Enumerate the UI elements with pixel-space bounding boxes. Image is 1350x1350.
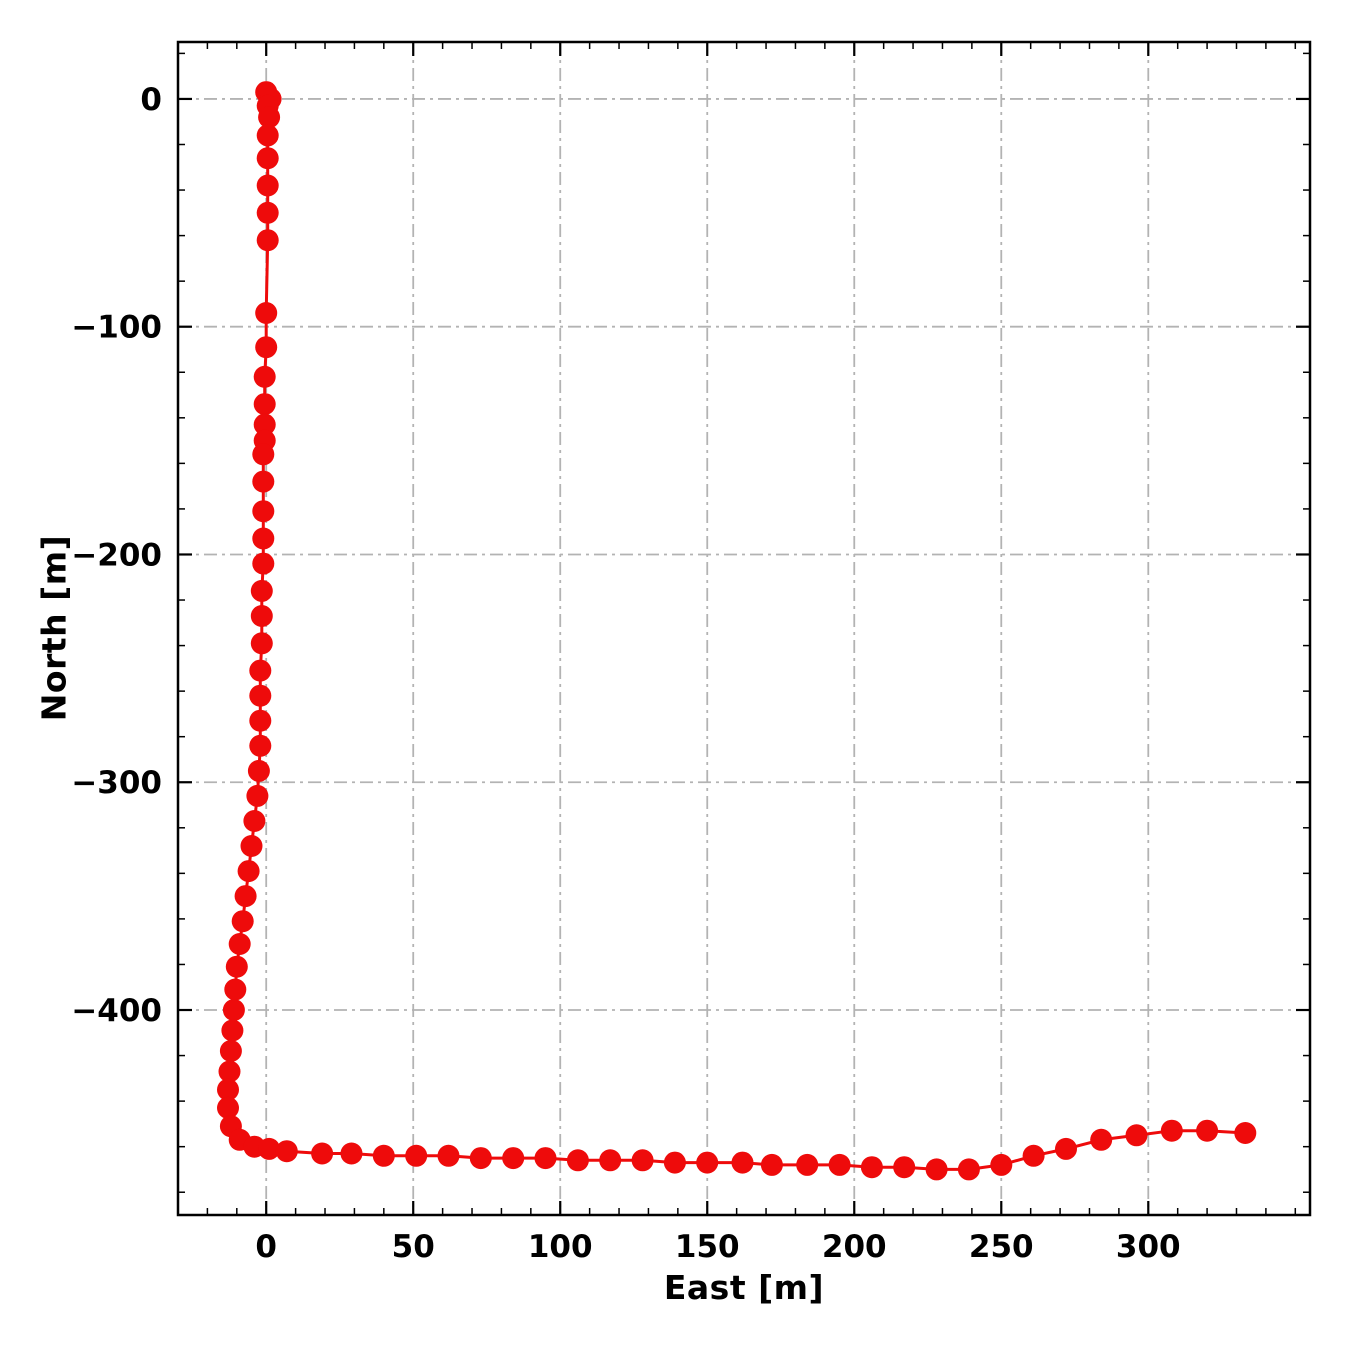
y-tick-label: −300 bbox=[71, 765, 162, 801]
trajectory-point bbox=[253, 393, 276, 416]
trajectory-point bbox=[631, 1149, 654, 1172]
trajectory-point bbox=[796, 1153, 819, 1176]
x-tick-label: 150 bbox=[675, 1229, 740, 1265]
trajectory-point bbox=[663, 1151, 686, 1174]
trajectory-point bbox=[252, 443, 275, 466]
trajectory-point bbox=[925, 1158, 948, 1181]
trajectory-point bbox=[219, 1040, 242, 1062]
trajectory-point bbox=[234, 885, 257, 908]
trajectory-point bbox=[1234, 1122, 1257, 1144]
trajectory-point bbox=[225, 955, 248, 978]
trajectory-point bbox=[249, 709, 272, 732]
trajectory-point bbox=[252, 500, 275, 523]
x-tick-label: 100 bbox=[528, 1229, 593, 1265]
x-tick-label: 50 bbox=[392, 1229, 435, 1265]
trajectory-point bbox=[217, 1096, 239, 1119]
x-tick-label: 200 bbox=[822, 1229, 887, 1265]
trajectory-point bbox=[246, 784, 269, 807]
trajectory-point bbox=[469, 1147, 492, 1170]
trajectory-line bbox=[226, 90, 1247, 1171]
trajectory-point bbox=[534, 1147, 557, 1170]
trajectory-point bbox=[502, 1147, 525, 1170]
trajectory-point bbox=[228, 933, 251, 955]
x-tick-label: 300 bbox=[1116, 1229, 1181, 1265]
trajectory-point bbox=[990, 1153, 1013, 1176]
trajectory-point bbox=[252, 552, 275, 575]
trajectory-point bbox=[599, 1149, 622, 1172]
trajectory-point bbox=[256, 147, 279, 170]
trajectory-point bbox=[255, 336, 278, 359]
x-tick-label: 0 bbox=[255, 1229, 277, 1265]
trajectory-point bbox=[957, 1158, 980, 1181]
y-tick-label: −200 bbox=[71, 537, 162, 573]
trajectory-point bbox=[696, 1151, 719, 1174]
trajectory-point bbox=[256, 174, 279, 197]
x-tick-label: 250 bbox=[969, 1229, 1034, 1265]
trajectory-point bbox=[1090, 1128, 1113, 1151]
trajectory-point bbox=[340, 1142, 363, 1165]
trajectory-point bbox=[893, 1156, 916, 1179]
y-tick-label: −100 bbox=[71, 310, 162, 346]
trajectory-point bbox=[253, 413, 276, 436]
trajectory-point bbox=[275, 1140, 298, 1163]
trajectory-point bbox=[566, 1149, 589, 1172]
trajectory-point bbox=[1196, 1119, 1219, 1142]
trajectory-point bbox=[860, 1156, 883, 1179]
trajectory-point bbox=[231, 910, 254, 933]
trajectory-point bbox=[256, 229, 279, 252]
trajectory-point bbox=[437, 1144, 460, 1167]
trajectory-point bbox=[250, 632, 273, 655]
trajectory-point bbox=[249, 659, 272, 682]
trajectory-point bbox=[217, 1078, 239, 1101]
trajectory-point bbox=[253, 365, 276, 388]
trajectory-point bbox=[258, 1137, 281, 1160]
trajectory-point bbox=[828, 1153, 851, 1176]
trajectory-point bbox=[218, 1060, 241, 1083]
plot-frame bbox=[176, 40, 1312, 1217]
trajectory-point bbox=[240, 835, 263, 857]
trajectory-point bbox=[405, 1144, 428, 1167]
trajectory-point bbox=[247, 759, 270, 782]
x-axis-label: East [m] bbox=[663, 1268, 825, 1307]
trajectory-point bbox=[1160, 1119, 1183, 1142]
trajectory-point bbox=[252, 470, 275, 493]
trajectory-point bbox=[255, 302, 278, 324]
trajectory-point bbox=[256, 124, 279, 147]
y-tick-label: −400 bbox=[71, 993, 162, 1029]
trajectory-point bbox=[250, 579, 273, 602]
y-axis-label: North [m] bbox=[34, 534, 74, 722]
trajectory-point bbox=[249, 684, 272, 707]
trajectory-point bbox=[250, 605, 273, 627]
trajectory-point bbox=[249, 734, 272, 757]
trajectory-point bbox=[221, 1019, 244, 1042]
trajectory-point bbox=[731, 1151, 754, 1174]
trajectory-point bbox=[256, 201, 279, 224]
trajectory-point bbox=[1055, 1137, 1077, 1160]
trajectory-point bbox=[243, 810, 266, 832]
trajectory-point bbox=[252, 527, 275, 550]
trajectory-point bbox=[1125, 1124, 1148, 1147]
trajectory-point bbox=[311, 1142, 334, 1165]
trajectory-point bbox=[372, 1144, 395, 1167]
y-tick-label: 0 bbox=[140, 82, 162, 118]
trajectory-point bbox=[1022, 1144, 1045, 1167]
trajectory-point bbox=[760, 1153, 783, 1176]
trajectory-point bbox=[237, 860, 260, 883]
trajectory-point bbox=[224, 978, 247, 1001]
trajectory-point bbox=[258, 106, 281, 129]
trajectory-point bbox=[222, 999, 245, 1021]
